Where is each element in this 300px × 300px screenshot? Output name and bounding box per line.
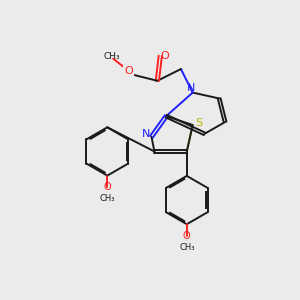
Text: O: O bbox=[183, 231, 190, 241]
Text: N: N bbox=[141, 129, 150, 140]
Text: CH₃: CH₃ bbox=[100, 194, 115, 203]
Text: N: N bbox=[187, 82, 195, 93]
Text: O: O bbox=[103, 182, 111, 192]
Text: CH₃: CH₃ bbox=[179, 243, 195, 252]
Text: S: S bbox=[196, 118, 203, 128]
Text: CH₃: CH₃ bbox=[103, 52, 120, 62]
Text: O: O bbox=[124, 66, 133, 76]
Text: O: O bbox=[160, 51, 169, 61]
